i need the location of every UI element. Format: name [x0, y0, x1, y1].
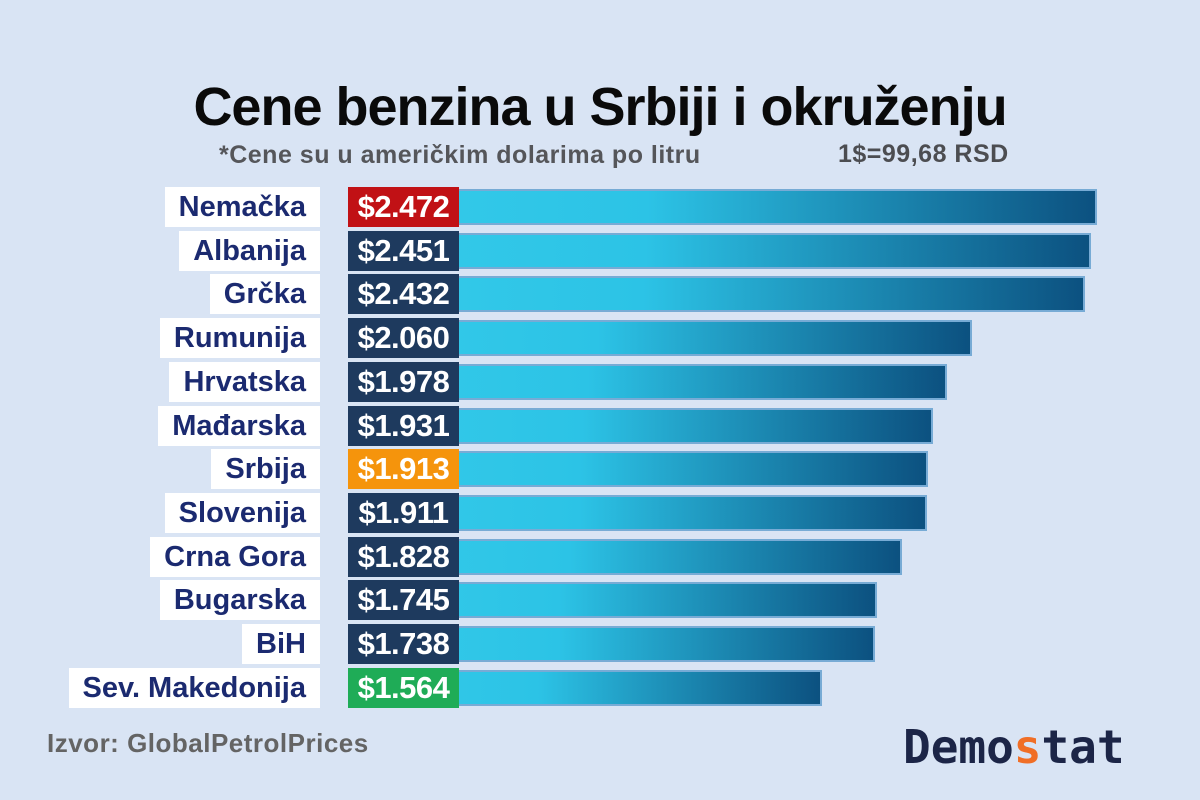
- price-bar: [348, 276, 1085, 312]
- country-name: Bugarska: [173, 583, 306, 616]
- country-label: Sev. Makedonija: [68, 668, 320, 708]
- price-value: $1.828: [357, 539, 450, 574]
- price-badge: $1.828: [348, 537, 459, 577]
- price-badge: $2.060: [348, 318, 459, 358]
- country-label: Hrvatska: [169, 362, 320, 402]
- price-badge: $1.913: [348, 449, 459, 489]
- country-name: Hrvatska: [183, 365, 306, 398]
- logo-accent-letter: s: [1013, 720, 1042, 774]
- country-name: Grčka: [223, 277, 306, 310]
- price-value: $2.472: [357, 189, 450, 224]
- country-label: Crna Gora: [150, 537, 320, 577]
- price-value: $2.060: [357, 320, 450, 355]
- country-label: Mađarska: [158, 406, 320, 446]
- country-name: Albanija: [193, 234, 306, 267]
- price-badge: $2.432: [348, 274, 459, 314]
- price-value: $1.564: [357, 670, 450, 705]
- price-badge: $2.472: [348, 187, 459, 227]
- logo-prefix: Demo: [903, 720, 1014, 774]
- bar-row: BiH $1.738: [0, 624, 1200, 664]
- country-label: Bugarska: [159, 580, 320, 620]
- country-label: Slovenija: [164, 493, 320, 533]
- bar-row: Slovenija $1.911: [0, 493, 1200, 533]
- price-value: $1.911: [358, 495, 449, 530]
- country-name: BiH: [256, 627, 306, 660]
- bar-row: Mađarska $1.931: [0, 406, 1200, 446]
- price-badge: $1.745: [348, 580, 459, 620]
- country-name: Rumunija: [173, 321, 306, 354]
- price-badge: $2.451: [348, 231, 459, 271]
- country-label: Srbija: [211, 449, 320, 489]
- country-name: Srbija: [225, 452, 306, 485]
- bar-row: Crna Gora $1.828: [0, 537, 1200, 577]
- bar-row: Bugarska $1.745: [0, 580, 1200, 620]
- price-bar: [348, 189, 1097, 225]
- bar-row: Albanija $2.451: [0, 231, 1200, 271]
- bar-row: Srbija $1.913: [0, 449, 1200, 489]
- bar-row: Nemačka $2.472: [0, 187, 1200, 227]
- country-name: Sev. Makedonija: [82, 671, 307, 704]
- country-name: Slovenija: [178, 496, 306, 529]
- price-badge: $1.978: [348, 362, 459, 402]
- bar-row: Grčka $2.432: [0, 274, 1200, 314]
- price-badge: $1.931: [348, 406, 459, 446]
- chart-subtitle-note: *Cene su u američkim dolarima po litru: [219, 141, 701, 169]
- price-value: $2.432: [357, 276, 450, 311]
- bar-row: Hrvatska $1.978: [0, 362, 1200, 402]
- demostat-logo: Demostat: [903, 720, 1125, 774]
- country-name: Crna Gora: [164, 540, 306, 573]
- price-value: $1.745: [357, 582, 450, 617]
- country-label: Albanija: [179, 231, 320, 271]
- country-name: Nemačka: [178, 190, 306, 223]
- country-name: Mađarska: [172, 409, 306, 442]
- logo-suffix: tat: [1041, 720, 1125, 774]
- country-label: Nemačka: [164, 187, 320, 227]
- country-label: BiH: [242, 624, 320, 664]
- price-value: $1.978: [357, 364, 450, 399]
- price-value: $1.913: [357, 451, 450, 486]
- source-note: Izvor: GlobalPetrolPrices: [47, 728, 369, 758]
- exchange-rate-note: 1$=99,68 RSD: [838, 140, 1009, 168]
- bar-row: Rumunija $2.060: [0, 318, 1200, 358]
- price-badge: $1.564: [348, 668, 459, 708]
- country-label: Rumunija: [159, 318, 320, 358]
- price-value: $1.931: [357, 408, 450, 443]
- bar-row: Sev. Makedonija $1.564: [0, 668, 1200, 708]
- price-badge: $1.738: [348, 624, 459, 664]
- price-value: $2.451: [357, 233, 450, 268]
- price-bar: [348, 233, 1091, 269]
- price-badge: $1.911: [348, 493, 459, 533]
- price-value: $1.738: [357, 626, 450, 661]
- chart-title: Cene benzina u Srbiji i okruženju: [193, 77, 1007, 137]
- country-label: Grčka: [209, 274, 320, 314]
